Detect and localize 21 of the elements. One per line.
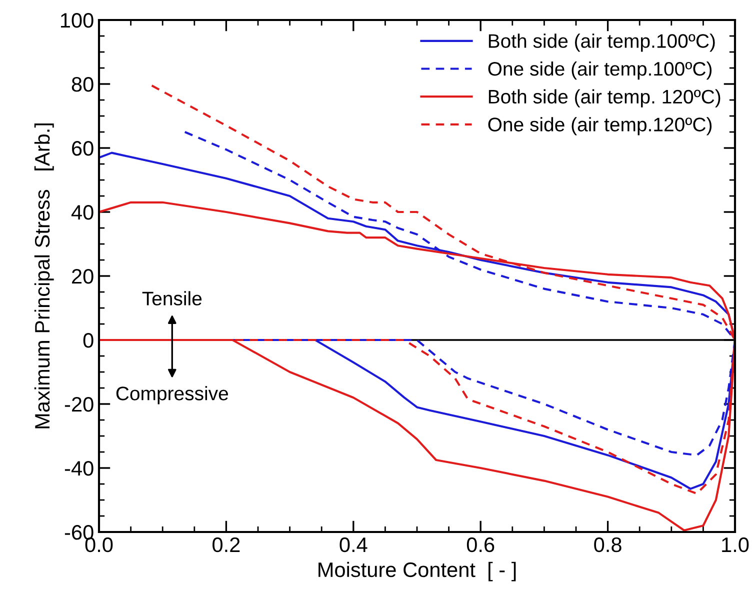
y-tick-label: 20	[72, 269, 94, 284]
y-axis-title: Maximum Principal Stress [Arb.]	[34, 124, 54, 428]
legend-label: Both side (air temp.100ºC)	[488, 34, 715, 52]
x-tick-label: 0.6	[466, 537, 494, 552]
annotation: Compressive	[116, 386, 228, 404]
x-tick-label: 0.2	[212, 537, 240, 552]
y-tick-label: 0	[83, 333, 94, 348]
x-tick-label: 0.4	[340, 537, 368, 552]
x-tick-label: 1.0	[722, 537, 749, 552]
y-tick-label: 100	[60, 13, 94, 28]
y-tick-label: 40	[71, 205, 94, 220]
x-tick-label: 0.8	[594, 537, 622, 552]
y-tick-label: 80	[72, 77, 94, 92]
legend-label: Both side (air temp. 120ºC)	[488, 89, 720, 108]
legend-label: One side (air temp.100ºC)	[488, 61, 712, 80]
y-tick-label: -40	[64, 461, 94, 476]
legend-label: One side (air temp.120ºC)	[488, 117, 712, 136]
y-tick-label: -20	[64, 397, 94, 412]
annotation: Tensile	[142, 291, 202, 306]
y-tick-label: 60	[72, 141, 94, 156]
x-axis-title: Moisture Content [ - ]	[318, 562, 516, 582]
